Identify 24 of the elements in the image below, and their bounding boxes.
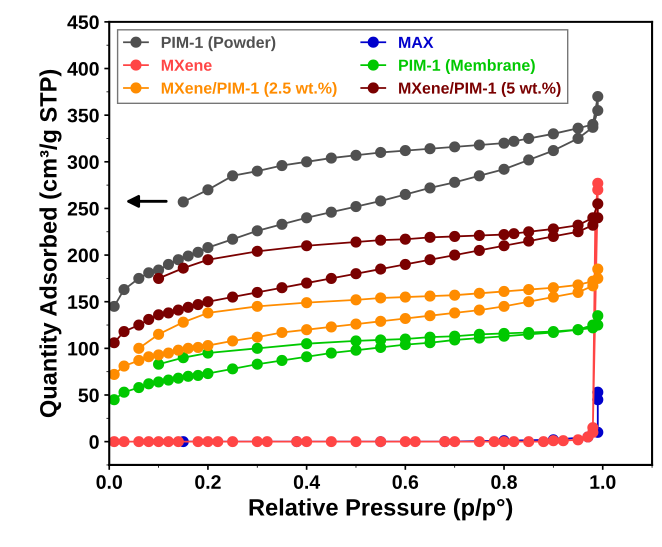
x-tick-label: 0.0 bbox=[96, 475, 122, 489]
y-tick-label: 100 bbox=[68, 342, 99, 356]
y-tick-label: 50 bbox=[78, 388, 99, 402]
y-tick-label: 250 bbox=[68, 202, 99, 216]
x-tick-label: 0.8 bbox=[491, 475, 517, 489]
x-tick-label: 1.0 bbox=[590, 475, 616, 489]
legend-label: MXene/PIM-1 (2.5 wt.%) bbox=[162, 82, 337, 97]
x-tick-label: 0.2 bbox=[195, 475, 221, 489]
y-tick-label: 0 bbox=[89, 435, 99, 449]
y-tick-label: 150 bbox=[68, 295, 99, 309]
legend-label: MXene/PIM-1 (5 wt.%) bbox=[399, 82, 561, 97]
y-axis-title: Quantity Adsorbed (cm³/g STP) bbox=[39, 70, 62, 418]
x-tick-label: 0.6 bbox=[392, 475, 418, 489]
y-tick-label: 450 bbox=[67, 15, 99, 30]
legend-label: MAX bbox=[399, 36, 434, 48]
y-tick-label: 400 bbox=[67, 62, 99, 76]
y-tick-label: 300 bbox=[68, 155, 99, 170]
legend-label: MXene bbox=[162, 60, 212, 71]
y-tick-label: 200 bbox=[68, 248, 99, 262]
x-axis-title: Relative Pressure (p/p°) bbox=[250, 498, 512, 520]
legend-label: PIM-1 (Powder) bbox=[162, 36, 276, 52]
legend-label: PIM-1 (Membrane) bbox=[399, 59, 535, 74]
x-tick-label: 0.4 bbox=[294, 475, 320, 489]
y-tick-label: 350 bbox=[68, 108, 99, 122]
